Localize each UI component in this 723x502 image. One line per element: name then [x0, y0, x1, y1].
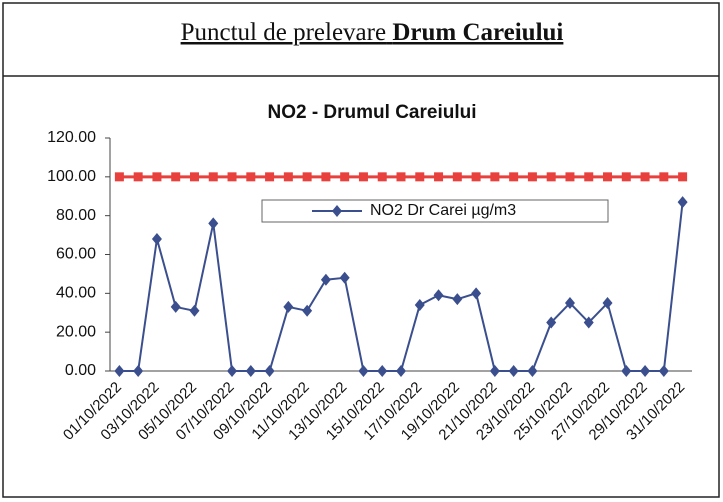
- header: Punctul de prelevare Drum Careiului: [181, 19, 564, 46]
- marker: [283, 172, 293, 182]
- marker: [621, 172, 631, 182]
- marker: [133, 365, 144, 377]
- marker: [208, 217, 219, 230]
- marker: [640, 172, 650, 182]
- marker: [227, 365, 238, 377]
- marker: [678, 172, 688, 182]
- marker: [114, 365, 125, 377]
- marker: [377, 172, 387, 182]
- marker: [358, 365, 369, 377]
- marker: [434, 172, 444, 182]
- marker: [152, 172, 162, 182]
- marker: [339, 271, 350, 284]
- marker: [452, 293, 463, 306]
- marker: [414, 298, 425, 311]
- marker: [170, 300, 181, 313]
- marker: [527, 172, 537, 182]
- legend-box: [261, 199, 609, 223]
- marker: [265, 172, 275, 182]
- marker: [508, 365, 519, 377]
- marker: [377, 365, 388, 377]
- marker: [189, 172, 199, 182]
- marker: [396, 365, 406, 377]
- marker: [283, 300, 294, 313]
- marker: [415, 172, 425, 182]
- marker: [603, 172, 613, 182]
- marker: [527, 365, 538, 377]
- y-tick-label: 40.00: [56, 285, 96, 302]
- marker: [471, 287, 482, 300]
- marker: [452, 172, 462, 182]
- marker: [320, 273, 331, 286]
- marker: [433, 289, 444, 302]
- marker: [640, 365, 651, 377]
- marker: [509, 172, 519, 182]
- marker: [227, 172, 237, 182]
- y-tick-label: 120.00: [47, 129, 96, 146]
- marker: [584, 172, 594, 182]
- marker: [358, 172, 368, 182]
- marker: [546, 172, 556, 182]
- header-text: Punctul de prelevare: [181, 19, 386, 46]
- marker: [396, 172, 406, 182]
- marker: [302, 304, 313, 317]
- marker: [471, 172, 481, 182]
- legend-label: NO2 Dr Carei µg/m3: [370, 202, 516, 219]
- y-tick-label: 0.00: [65, 362, 96, 379]
- marker: [264, 365, 275, 377]
- marker: [621, 365, 632, 377]
- marker: [677, 196, 688, 209]
- y-tick-label: 20.00: [56, 323, 96, 340]
- marker: [583, 316, 594, 329]
- marker: [659, 172, 669, 182]
- marker: [490, 172, 500, 182]
- marker: [151, 232, 162, 245]
- marker: [321, 172, 331, 182]
- y-tick-label: 100.00: [47, 168, 96, 185]
- marker: [565, 172, 575, 182]
- marker: [564, 297, 575, 310]
- marker: [602, 297, 613, 310]
- marker: [114, 172, 124, 182]
- marker: [171, 172, 181, 182]
- marker: [189, 304, 200, 317]
- marker: [489, 365, 500, 377]
- marker: [208, 172, 218, 182]
- header-emphasis: Drum Careiului: [392, 19, 563, 46]
- marker: [246, 172, 256, 182]
- marker: [245, 365, 256, 377]
- marker: [340, 172, 350, 182]
- marker: [133, 172, 143, 182]
- marker: [546, 316, 557, 329]
- y-tick-label: 60.00: [56, 246, 96, 263]
- series-line: [119, 201, 684, 372]
- y-tick-label: 80.00: [56, 207, 96, 224]
- marker: [658, 365, 669, 377]
- marker: [302, 172, 312, 182]
- legend-marker: [332, 205, 342, 217]
- chart-title: NO2 - Drumul Careiului: [267, 102, 476, 123]
